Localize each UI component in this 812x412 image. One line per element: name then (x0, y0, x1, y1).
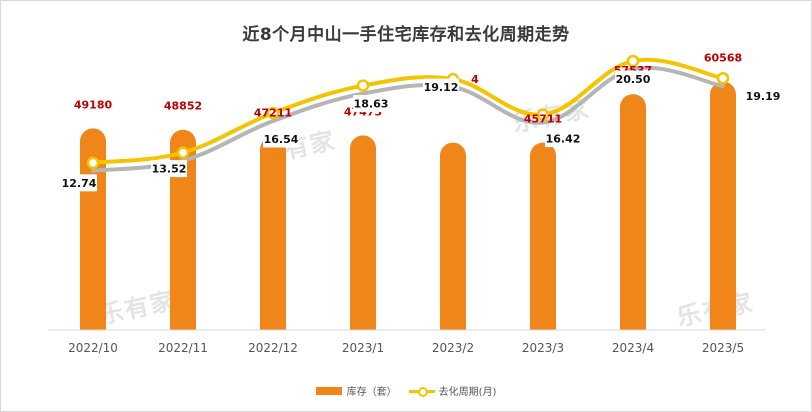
legend: 库存（套） 去化周期(月) (0, 383, 812, 398)
x-tick-label: 2023/4 (612, 341, 654, 355)
bar-value-label: 48852 (164, 100, 202, 113)
bar-value-label: 60568 (704, 52, 742, 65)
bar (170, 129, 196, 330)
line-value-label-box (263, 130, 299, 148)
bar (350, 135, 376, 330)
legend-item-inventory: 库存（套） (315, 383, 397, 398)
bar-value-label: 4 (471, 73, 479, 86)
line-value-label: 19.19 (746, 90, 781, 103)
legend-line-swatch (408, 386, 435, 397)
line-point (176, 146, 190, 159)
line-point (626, 54, 640, 68)
line-value-label-box (423, 78, 459, 96)
line-series (91, 57, 725, 165)
line-value-label: 12.74 (62, 177, 97, 190)
line-value-label: 19.12 (424, 81, 459, 94)
x-tick-label: 2023/5 (702, 341, 744, 355)
line-point (716, 71, 730, 85)
bar (710, 81, 736, 331)
line-point (536, 108, 550, 121)
x-tick-label: 2022/11 (158, 341, 208, 355)
line-value-label-box (545, 130, 581, 148)
line-point (86, 156, 100, 170)
bar-value-label: 47211 (254, 106, 292, 119)
line-value-label-box (61, 174, 97, 192)
x-tick-label: 2022/10 (68, 341, 118, 355)
x-tick-label: 2023/3 (522, 341, 564, 355)
line-value-label-box (151, 160, 187, 178)
line-value-label: 16.54 (264, 133, 299, 146)
x-tick-label: 2023/1 (342, 341, 384, 355)
bar-value-label: 49180 (74, 98, 113, 111)
line-value-label-box (745, 87, 781, 105)
x-tick-label: 2022/12 (248, 341, 298, 355)
line-value-label-box (615, 70, 651, 88)
line-value-label: 20.50 (616, 73, 651, 86)
x-tick-label: 2023/2 (432, 341, 474, 355)
line-value-label: 13.52 (152, 163, 187, 176)
line-value-label: 18.63 (354, 98, 389, 111)
bar (530, 142, 556, 330)
line-point (266, 106, 280, 120)
line-point (356, 79, 370, 92)
line-value-label: 16.42 (546, 133, 581, 146)
bar (260, 136, 286, 330)
bar (620, 94, 646, 330)
legend-bar-swatch (315, 386, 342, 395)
legend-item-cycle: 去化周期(月) (408, 383, 497, 398)
line-value-label-box (353, 95, 389, 113)
legend-label-cycle: 去化周期(月) (438, 387, 497, 398)
bar-value-label: 45711 (524, 113, 562, 126)
chart-title: 近8个月中山一手住宅库存和去化周期走势 (242, 25, 570, 45)
bar (440, 142, 466, 330)
legend-label-inventory: 库存（套） (346, 387, 397, 398)
